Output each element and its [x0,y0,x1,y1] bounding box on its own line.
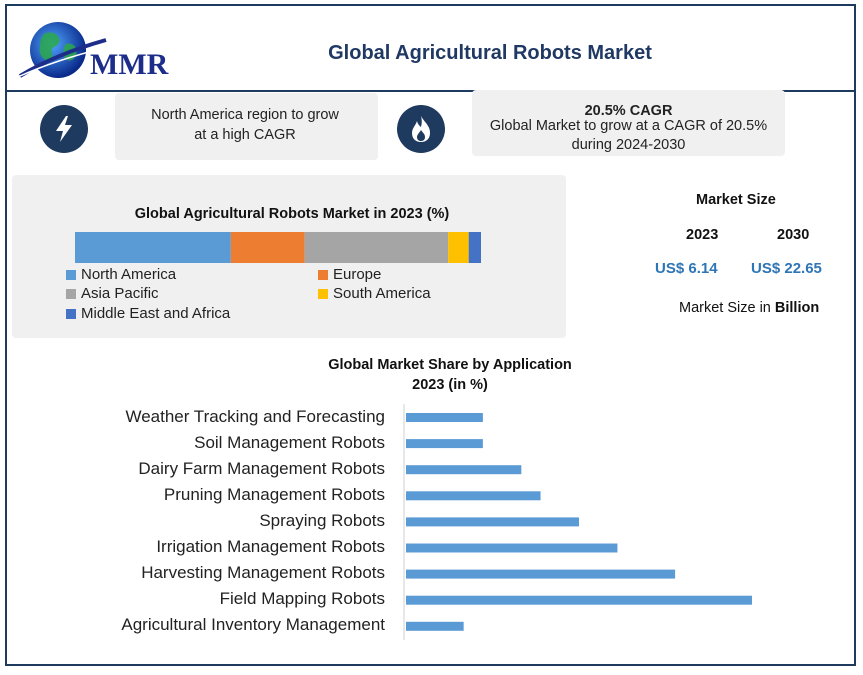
bar-dairy-farm-management-robots [406,465,522,475]
year-2030: 2030 [777,227,810,243]
bar-field-mapping-robots [406,595,752,605]
legend-swatch [66,308,76,319]
cagr-title: 20.5% CAGR [584,103,673,119]
category-label-harvesting-management-robots: Harvesting Management Robots [141,563,385,583]
outer-frame [5,4,856,666]
application-bar-chart [403,404,752,640]
segment-south-america [448,232,469,263]
category-label-pruning-management-robots: Pruning Management Robots [163,484,385,504]
legend-item-south-america: South America [318,285,431,302]
bar-pruning-management-robots [406,491,541,501]
logo-text: MMR [90,48,169,81]
market-size-unit: Market Size in Billion [679,300,819,316]
market-value-2023: US$ 6.14 [655,260,718,277]
application-chart-title: Global Market Share by Application 2023 … [250,357,650,393]
mmr-logo: MMR [18,22,169,81]
legend-label: Europe [333,266,382,283]
region-card: North America region to grow at a high C… [115,93,378,160]
category-label-field-mapping-robots: Field Mapping Robots [219,589,385,609]
segment-europe [230,232,305,263]
cagr-card: 20.5% CAGR Global Market to grow at a CA… [472,90,785,156]
region-share-panel: Global Agricultural Robots Market in 202… [12,175,566,338]
application-title-line2: 2023 (in %) [412,377,488,393]
legend-swatch [318,288,328,299]
category-label-irrigation-management-robots: Irrigation Management Robots [156,537,385,556]
application-title-line1: Global Market Share by Application [328,357,572,373]
region-chart-title: Global Agricultural Robots Market in 202… [134,206,450,222]
legend-item-middle-east-and-africa: Middle East and Africa [66,305,230,322]
category-label-weather-tracking-and-forecasting: Weather Tracking and Forecasting [125,406,385,426]
cagr-text: Global Market to grow at a CAGR of 20.5%… [489,118,768,153]
category-label-dairy-farm-management-robots: Dairy Farm Management Robots [138,458,385,478]
legend-item-north-america: North America [66,266,176,283]
year-2023: 2023 [686,227,719,243]
segment-north-america [75,232,231,263]
page-title: Global Agricultural Robots Market [328,42,652,64]
legend-label: South America [333,285,431,302]
unit-prefix: Market Size in [679,300,771,316]
flame-icon [397,105,445,153]
category-label-agricultural-inventory-management: Agricultural Inventory Management [121,615,385,635]
bar-weather-tracking-and-forecasting [406,413,483,422]
market-size-heading: Market Size [696,192,776,208]
legend-label: Asia Pacific [81,285,159,302]
legend-swatch [66,269,76,280]
legend-swatch [318,269,328,280]
unit-bold: Billion [774,300,820,316]
legend-label: North America [81,266,177,283]
bar-irrigation-management-robots [406,543,618,553]
legend-label: Middle East and Africa [81,305,231,322]
bar-spraying-robots [406,517,579,527]
bar-soil-management-robots [406,439,483,449]
region-stacked-bar [75,232,481,263]
market-value-2030: US$ 22.65 [751,260,822,277]
category-label-spraying-robots: Spraying Robots [259,510,385,530]
legend-swatch [66,288,76,299]
category-label-soil-management-robots: Soil Management Robots [194,432,385,452]
header-divider [5,90,856,92]
lightning-icon [40,105,88,153]
region-text: North America region to grow at a high C… [151,107,339,143]
segment-asia-pacific [304,232,449,263]
legend-item-europe: Europe [318,266,381,283]
bar-agricultural-inventory-management [406,621,464,631]
legend-item-asia-pacific: Asia Pacific [66,285,159,302]
segment-middle-east-and-africa [468,232,481,263]
bar-harvesting-management-robots [406,569,676,579]
